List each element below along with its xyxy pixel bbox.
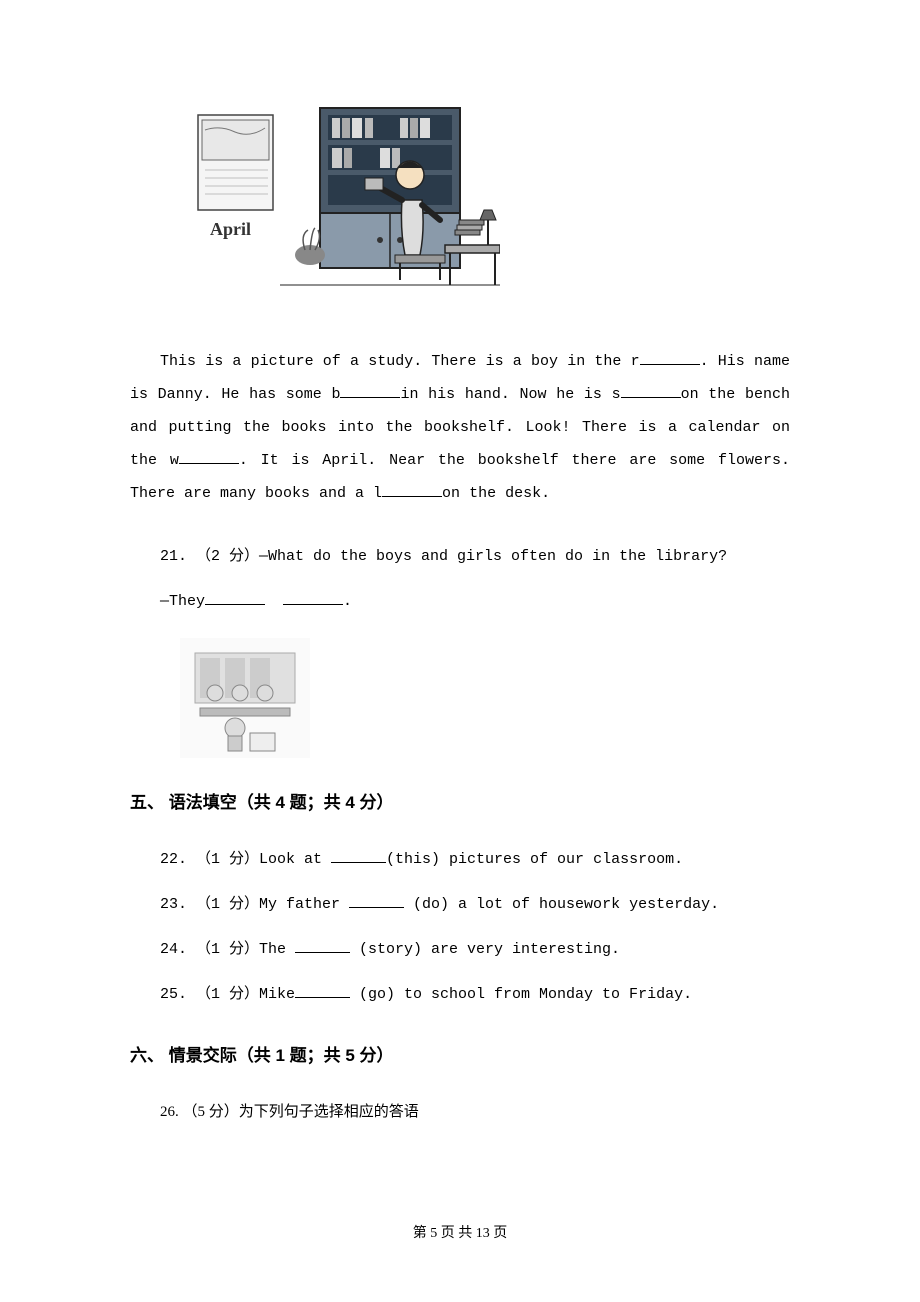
section-6-heading: 六、 情景交际（共 1 题；共 5 分） xyxy=(130,1041,790,1066)
q24-text: 24. （1 分）The xyxy=(160,941,295,958)
blank-standing[interactable] xyxy=(621,383,681,398)
passage-3b: . It is April. xyxy=(239,452,376,469)
section-5-heading: 五、 语法填空（共 4 题；共 4 分） xyxy=(130,788,790,813)
question-23: 23. （1 分）My father (do) a lot of housewo… xyxy=(160,888,790,921)
q21-answer-suffix: . xyxy=(343,593,352,610)
question-26: 26. （5 分）为下列句子选择相应的答语 xyxy=(160,1096,790,1129)
q25-text: 25. （1 分）Mike xyxy=(160,986,295,1003)
q22-text: 22. （1 分）Look at xyxy=(160,851,331,868)
calendar-month-label: April xyxy=(210,219,251,239)
q23-text: 23. （1 分）My father xyxy=(160,896,349,913)
question-21-answer: —They . xyxy=(160,585,790,618)
library-illustration xyxy=(180,638,790,763)
study-illustration: April xyxy=(180,100,790,315)
blank-room[interactable] xyxy=(640,350,700,365)
q25-hint: (go) to school from Monday to Friday. xyxy=(350,986,692,1003)
blank-q25[interactable] xyxy=(295,983,350,998)
passage-1a: This is a picture of a study. There is a… xyxy=(160,353,640,370)
blank-q23[interactable] xyxy=(349,893,404,908)
q21-answer-prefix: —They xyxy=(160,593,205,610)
q22-hint: (this) pictures of our classroom. xyxy=(386,851,683,868)
question-21: 21. （2 分）—What do the boys and girls oft… xyxy=(160,540,790,573)
blank-q22[interactable] xyxy=(331,848,386,863)
blank-q24[interactable] xyxy=(295,938,350,953)
passage-2b: in his hand. Now he is s xyxy=(400,386,620,403)
passage-5: the desk. xyxy=(469,485,550,502)
blank-lamp[interactable] xyxy=(382,482,442,497)
passage-2a: He has some b xyxy=(221,386,340,403)
blank-q21a[interactable] xyxy=(205,590,265,605)
blank-q21b[interactable] xyxy=(283,590,343,605)
q23-hint: (do) a lot of housework yesterday. xyxy=(404,896,719,913)
question-25: 25. （1 分）Mike (go) to school from Monday… xyxy=(160,978,790,1011)
blank-wall[interactable] xyxy=(179,449,239,464)
passage-4b: on xyxy=(442,485,460,502)
page-footer: 第 5 页 共 13 页 xyxy=(0,1222,920,1242)
passage-text: This is a picture of a study. There is a… xyxy=(130,345,790,510)
blank-books[interactable] xyxy=(340,383,400,398)
question-22: 22. （1 分）Look at (this) pictures of our … xyxy=(160,843,790,876)
question-24: 24. （1 分）The (story) are very interestin… xyxy=(160,933,790,966)
q24-hint: (story) are very interesting. xyxy=(350,941,620,958)
